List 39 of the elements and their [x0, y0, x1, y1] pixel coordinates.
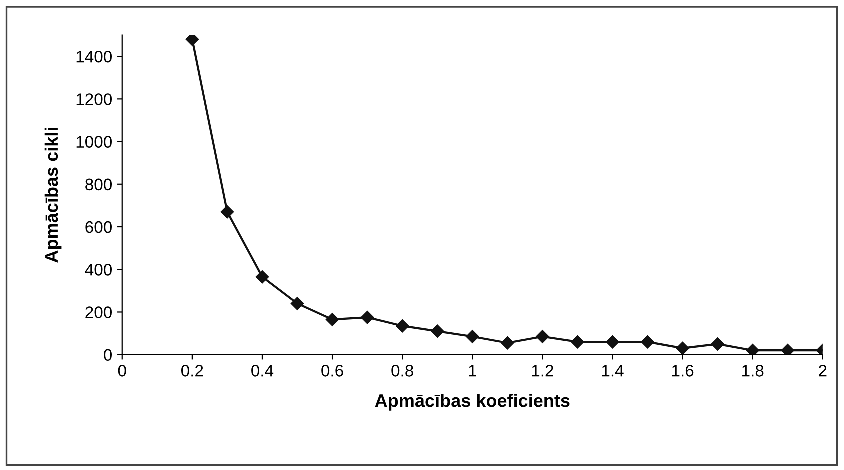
point: [186, 35, 200, 46]
point: [326, 313, 340, 326]
point: [220, 206, 234, 219]
point: [571, 335, 584, 349]
x-tick-label: 1.6: [672, 365, 694, 377]
y-tick-label: 400: [85, 264, 112, 276]
x-tick-label: 1: [469, 365, 476, 377]
y-tick-label: 200: [86, 306, 112, 318]
x-tick-label: 1.4: [602, 365, 624, 377]
point: [676, 342, 690, 355]
y-tick-label: 1400: [76, 50, 112, 63]
point: [501, 336, 514, 350]
point: [360, 310, 374, 324]
x-tick-label: 0: [118, 365, 126, 377]
point: [466, 330, 480, 344]
point: [746, 344, 760, 355]
y-tick-label: 1000: [76, 136, 112, 148]
y-tick-label: 800: [86, 178, 112, 191]
point: [781, 344, 794, 355]
x-tick-label: 1.2: [532, 365, 554, 377]
x-tick-label: 1.8: [742, 365, 764, 377]
point: [711, 338, 724, 351]
x-tick-label: 0.6: [322, 365, 344, 377]
y-tick-label: 1200: [76, 94, 112, 106]
x-axis-title: Apmācības koeficients: [375, 394, 570, 411]
x-tick-label: 0.2: [182, 365, 204, 377]
y-tick-label: 0: [104, 349, 112, 362]
y-tick-label: 600: [86, 221, 112, 234]
point: [606, 335, 620, 349]
x-tick-label: 2: [819, 365, 827, 377]
x-tick-label: 0.8: [392, 365, 414, 377]
point: [256, 270, 270, 284]
y-axis-title: Apmācības cikli: [44, 128, 62, 263]
point: [641, 335, 654, 349]
x-tick-label: 0.4: [252, 365, 274, 377]
point: [431, 324, 444, 338]
point: [290, 297, 304, 310]
point: [396, 320, 410, 333]
point: [536, 330, 550, 344]
